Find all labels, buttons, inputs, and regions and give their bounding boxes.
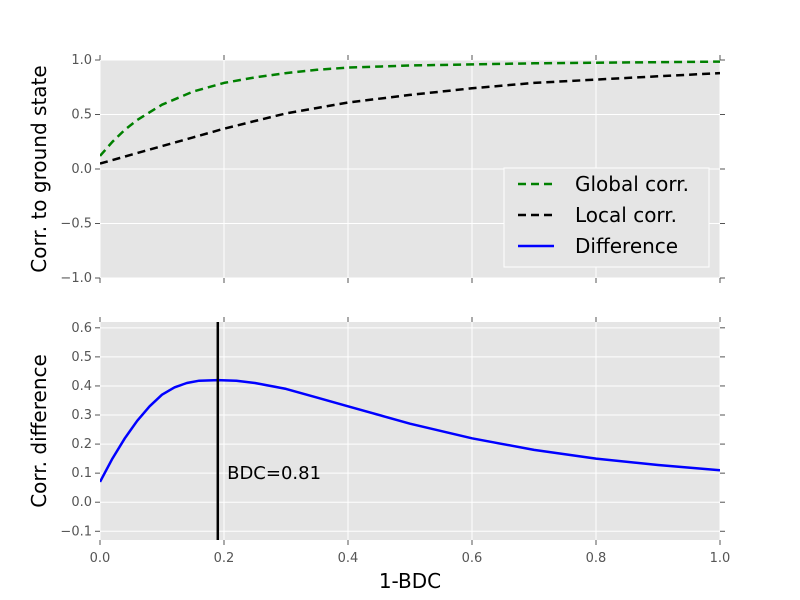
y-tick-label: 0.1 bbox=[71, 466, 92, 481]
bdc-annotation: BDC=0.81 bbox=[227, 463, 321, 484]
y-tick-label: 0.2 bbox=[71, 437, 92, 452]
top-chart-panel: −1.0 −0.5 0.0 0.5 1.0 Corr. to ground state Gl… bbox=[27, 53, 725, 286]
y-tick-label: −0.5 bbox=[60, 217, 92, 232]
x-tick-label: 0.4 bbox=[338, 551, 359, 566]
y-tick-label: 0.6 bbox=[71, 321, 92, 336]
y-tick-label: −0.1 bbox=[60, 524, 92, 539]
legend-entry: Local corr. bbox=[575, 203, 677, 227]
y-tick-label: 0.0 bbox=[71, 162, 92, 177]
x-tick-label: 0.0 bbox=[90, 551, 111, 566]
y-tick-label: 0.3 bbox=[71, 408, 92, 423]
legend-entry: Difference bbox=[575, 234, 678, 258]
y-tick-label: 0.0 bbox=[71, 495, 92, 510]
y-tick-label: 0.5 bbox=[71, 350, 92, 365]
series-line-local-corr bbox=[100, 71, 720, 165]
series-line-global-corr bbox=[100, 60, 720, 157]
y-tick-label: 0.5 bbox=[71, 108, 92, 123]
x-tick-label: 0.6 bbox=[462, 551, 483, 566]
y-tick-label: 0.4 bbox=[71, 379, 92, 394]
x-tick-label: 0.8 bbox=[586, 551, 607, 566]
y-tick-label: −1.0 bbox=[60, 271, 92, 286]
legend-entry: Global corr. bbox=[575, 172, 689, 196]
y-axis-label: Corr. to ground state bbox=[27, 65, 51, 272]
plot-background bbox=[100, 322, 720, 540]
x-tick-label: 1.0 bbox=[710, 551, 731, 566]
series-line-difference bbox=[100, 378, 720, 483]
x-axis-label: 1-BDC bbox=[379, 569, 441, 593]
y-axis-label: Corr. difference bbox=[27, 354, 51, 508]
bottom-chart-panel: −0.1 0.0 0.1 0.2 0.3 0.4 0.5 0.6 0.0 0.2 0.4 0.6 0.8… bbox=[27, 317, 730, 593]
x-tick-label: 0.2 bbox=[214, 551, 235, 566]
y-tick-label: 1.0 bbox=[71, 53, 92, 68]
